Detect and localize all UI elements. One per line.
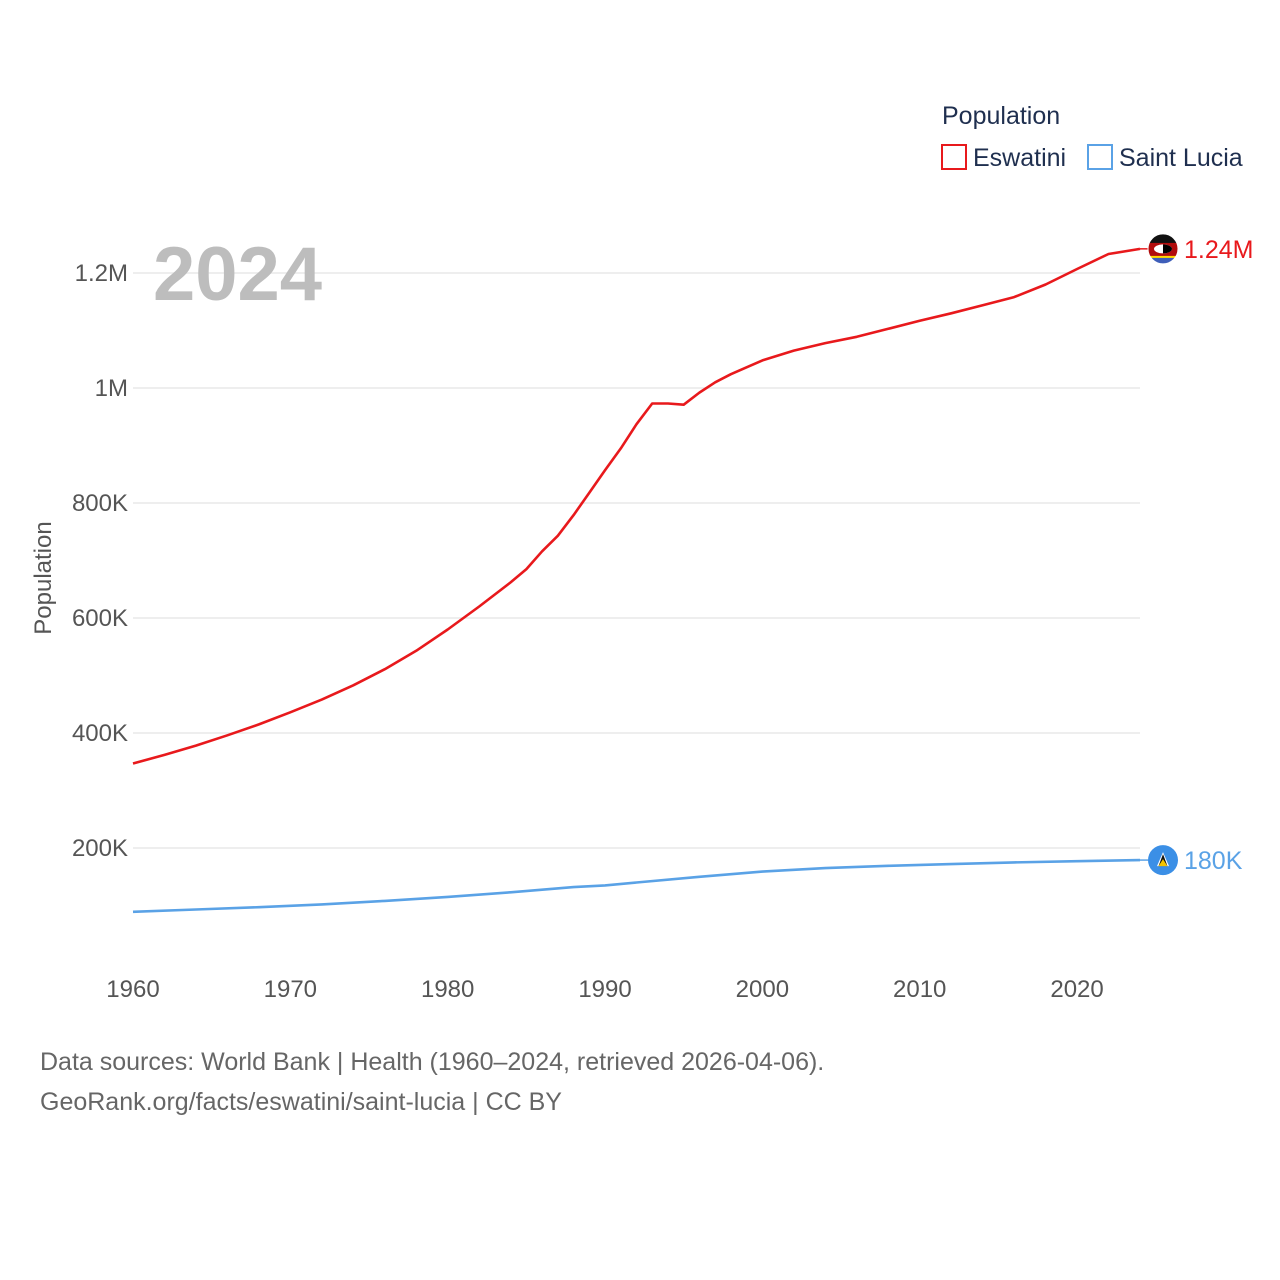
end-label-saint-lucia: 180K (1184, 847, 1243, 875)
footer: Data sources: World Bank | Health (1960–… (40, 1042, 824, 1122)
x-tick-label: 1970 (264, 976, 317, 1003)
legend-label-saint-lucia: Saint Lucia (1119, 144, 1243, 172)
x-tick-label: 2010 (893, 976, 946, 1003)
source-url-license: GeoRank.org/facts/eswatini/saint-lucia |… (40, 1088, 562, 1116)
y-tick-label: 1.2M (75, 260, 128, 287)
legend-title: Population (942, 102, 1060, 130)
legend: Population Eswatini Saint Lucia (941, 102, 1243, 172)
series-line-eswatini (132, 247, 1141, 765)
legend-item-eswatini[interactable]: Eswatini (941, 144, 1066, 172)
x-tick-label: 2020 (1050, 976, 1103, 1003)
x-tick-label: 2000 (736, 976, 789, 1003)
grid-lines (133, 272, 1140, 849)
legend-swatch-eswatini (941, 144, 967, 170)
x-axis-ticks: 1960 1970 1980 1990 2000 2010 2020 (106, 976, 1103, 1003)
eswatini-flag-icon (1147, 233, 1179, 265)
y-tick-label: 800K (72, 490, 128, 517)
end-label-eswatini: 1.24M (1184, 236, 1253, 264)
y-axis-title: Population (30, 521, 57, 634)
data-source-note: Data sources: World Bank | Health (1960–… (40, 1048, 825, 1076)
series-line-saint-lucia (132, 858, 1141, 914)
year-label: 2024 (153, 232, 322, 317)
legend-label-eswatini: Eswatini (973, 144, 1066, 172)
x-tick-label: 1990 (578, 976, 631, 1003)
legend-item-saint-lucia[interactable]: Saint Lucia (1087, 144, 1243, 172)
y-tick-label: 200K (72, 835, 128, 862)
x-tick-label: 1960 (106, 976, 159, 1003)
x-tick-label: 1980 (421, 976, 474, 1003)
y-axis-ticks: 200K 400K 600K 800K 1M 1.2M (72, 260, 128, 862)
y-tick-label: 1M (95, 375, 128, 402)
saint-lucia-flag-icon (1148, 845, 1178, 876)
series-lines (132, 247, 1148, 914)
y-tick-label: 600K (72, 605, 128, 632)
legend-swatch-saint-lucia (1087, 144, 1113, 170)
y-tick-label: 400K (72, 720, 128, 747)
